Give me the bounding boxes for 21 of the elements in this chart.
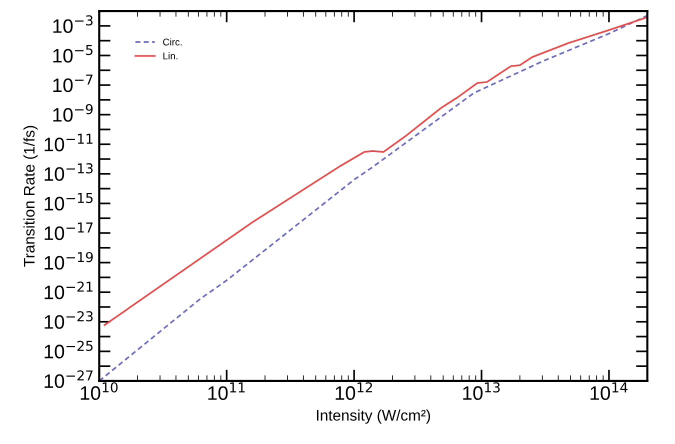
y-tick-label: 10$^{−7}$ xyxy=(53,74,92,92)
y-tick-label: 10$^{−23}$ xyxy=(44,311,93,329)
x-tick-label: 10$^{12}$ xyxy=(336,382,372,400)
y-tick-label: 10$^{−3}$ xyxy=(53,15,93,33)
y-tick-label: 10$^{−15}$ xyxy=(44,192,93,211)
y-tick-label: 10$^{−19}$ xyxy=(44,252,93,270)
x-tick-label: 10$^{11}$ xyxy=(208,382,245,400)
x-tick-label: 10$^{13}$ xyxy=(463,382,500,400)
y-axis-title: Transition Rate (1/fs) xyxy=(23,126,38,267)
y-tick-label: 10$^{−11}$ xyxy=(44,134,93,152)
y-tick-label: 10$^{−17}$ xyxy=(44,222,93,240)
y-tick-label: 10$^{−25}$ xyxy=(44,340,93,358)
y-tick-label: 10$^{−5}$ xyxy=(53,45,92,63)
y-tick-label: 10$^{−13}$ xyxy=(44,163,93,181)
x-axis-title: Intensity (W/cm²) xyxy=(316,409,430,424)
legend-label: Circ. xyxy=(163,38,182,46)
y-tick-label: 10$^{−9}$ xyxy=(53,104,93,122)
x-tick-label: 10$^{10}$ xyxy=(80,382,118,400)
y-tick-label: 10$^{−21}$ xyxy=(44,282,93,300)
x-tick-label: 10$^{14}$ xyxy=(590,382,628,400)
legend-label: Lin. xyxy=(163,52,178,60)
